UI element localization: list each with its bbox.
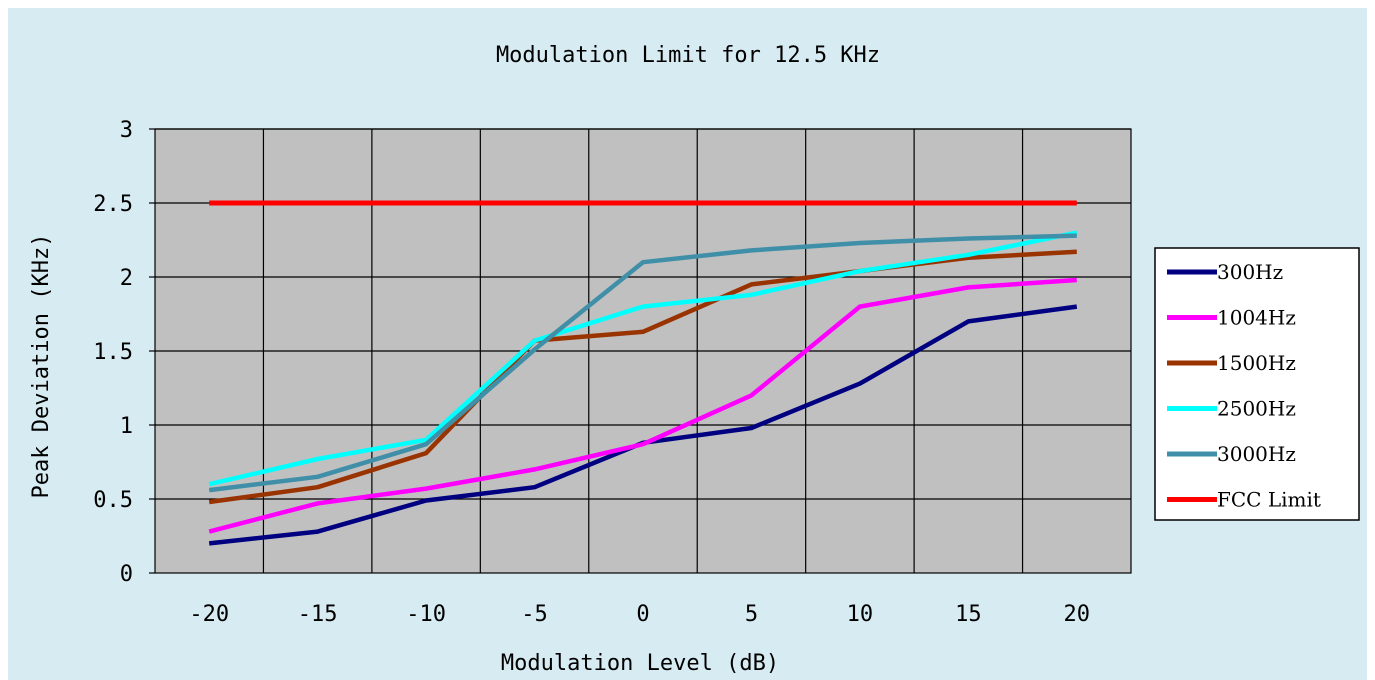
y-tick-label: 1 xyxy=(120,414,133,439)
y-tick-label: 0 xyxy=(120,562,133,587)
x-axis-title: Modulation Level (dB) xyxy=(501,651,779,676)
chart-title: Modulation Limit for 12.5 KHz xyxy=(496,43,880,68)
series-line-2500hz xyxy=(208,230,1078,487)
legend-label: 1004Hz xyxy=(1217,306,1296,330)
legend-label: FCC Limit xyxy=(1217,488,1321,512)
series-line-1004hz xyxy=(208,277,1077,534)
x-tick-label: 20 xyxy=(1064,602,1091,627)
chart-frame: Modulation Limit for 12.5 KHz 0 0.5 1 1.5 2 2… xyxy=(8,8,1367,680)
y-tick-label: 0.5 xyxy=(93,488,133,513)
x-tick-label: -5 xyxy=(521,602,548,627)
y-tick-label: 2 xyxy=(120,266,133,291)
x-tick-label: -10 xyxy=(406,602,446,627)
x-tick-label: 15 xyxy=(955,602,982,627)
line-chart: Modulation Limit for 12.5 KHz 0 0.5 1 1.5 2 2… xyxy=(29,43,1360,676)
legend-label: 1500Hz xyxy=(1217,351,1296,375)
y-axis-title: Peak Deviation (KHz) xyxy=(29,234,54,499)
y-tick-label: 1.5 xyxy=(93,340,133,365)
plot-border xyxy=(154,128,1132,574)
series-line-3000hz xyxy=(208,233,1077,493)
legend-box xyxy=(1154,247,1360,521)
legend-label: 300Hz xyxy=(1217,260,1283,284)
x-tick-label: -20 xyxy=(189,602,229,627)
x-tick-label: 5 xyxy=(745,602,758,627)
legend-label: 3000Hz xyxy=(1217,442,1296,466)
x-tick-label: -15 xyxy=(298,602,338,627)
y-tick-label: 3 xyxy=(120,118,133,143)
legend-label: 2500Hz xyxy=(1217,397,1296,421)
legend: 300Hz 1004Hz 1500Hz 2500Hz 3000Hz FCC Limit xyxy=(1154,247,1360,521)
x-tick-label: 0 xyxy=(636,602,649,627)
x-tick-label: 10 xyxy=(847,602,874,627)
y-tick-label: 2.5 xyxy=(93,192,133,217)
